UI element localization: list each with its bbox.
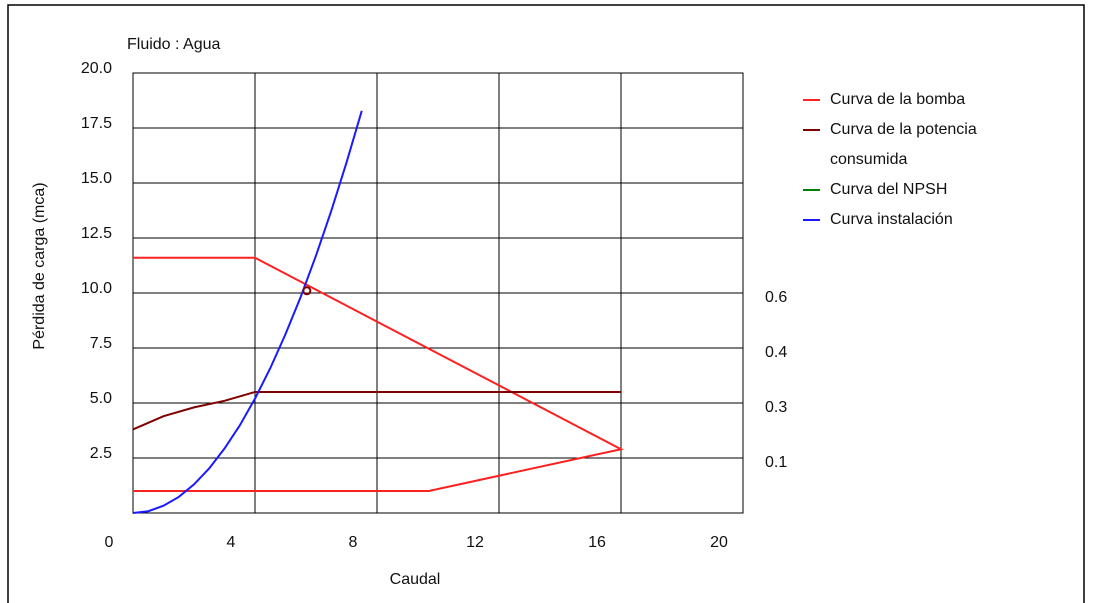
legend-label: Curva del NPSH [830,181,947,198]
legend-label: Curva instalación [830,211,953,228]
y-axis-label: Pérdida de carga (mca) [31,182,48,349]
y2-tick-label: 0.3 [765,399,787,416]
y-tick-label: 17.5 [81,115,112,132]
x-tick-label: 0 [105,534,114,551]
x-tick-label: 8 [349,534,358,551]
y-tick-label: 12.5 [81,225,112,242]
chart-title: Fluido : Agua [127,36,221,53]
x-tick-label: 4 [227,534,236,551]
frame [7,4,1085,603]
legend-label: Curva de la potencia consumida [830,121,977,168]
y2-tick-label: 0.4 [765,344,787,361]
x-tick-label: 12 [466,534,484,551]
y-tick-label: 15.0 [81,170,112,187]
y2-tick-label: 0.6 [765,289,787,306]
y-tick-label: 10.0 [81,280,112,297]
x-tick-label: 16 [588,534,606,551]
legend-label: Curva de la bomba [830,91,965,108]
operating-point [302,286,312,296]
series-line [133,256,624,492]
y-tick-label: 5.0 [90,390,112,407]
y-tick-label: 7.5 [90,335,112,352]
y2-tick-label: 0.1 [765,454,787,471]
y-tick-label: 20.0 [81,60,112,77]
x-tick-label: 20 [710,534,728,551]
y-tick-label: 2.5 [90,445,112,462]
series-line [132,391,621,431]
series-line [132,110,363,514]
x-axis-label: Caudal [390,571,441,588]
